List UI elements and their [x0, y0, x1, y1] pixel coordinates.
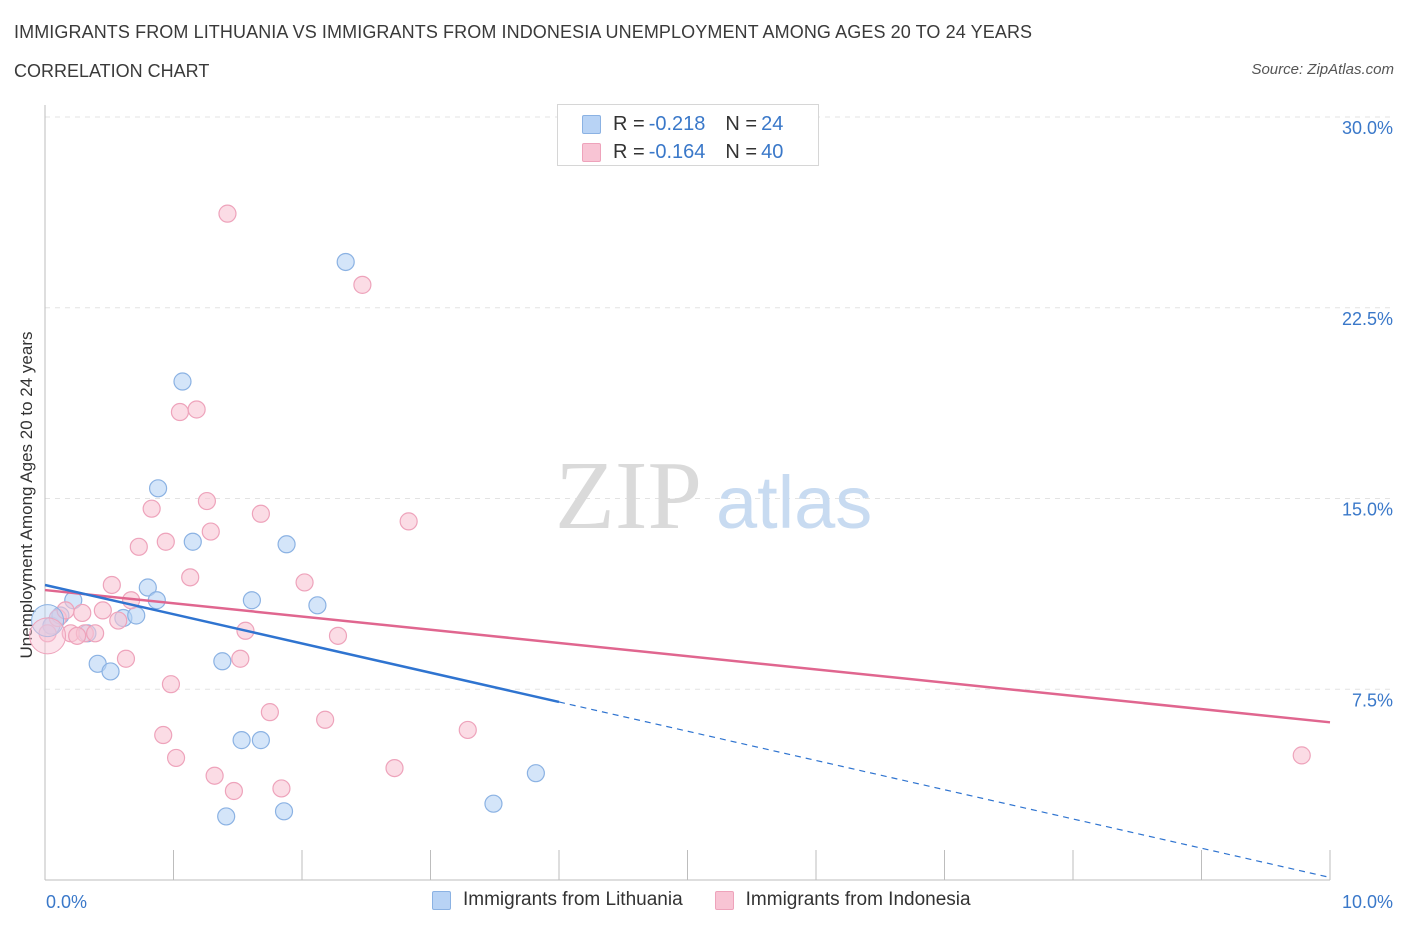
legend-swatch-lithuania	[432, 890, 451, 910]
watermark: ZIP atlas	[555, 442, 872, 550]
lithuania-point	[101, 662, 120, 681]
lithuania-point	[251, 731, 270, 750]
y-tick-label: 15.0%	[1342, 500, 1393, 520]
y-tick-label: 30.0%	[1342, 118, 1393, 138]
stats-row-indonesia: R = -0.164 N = 40	[582, 141, 783, 164]
indonesia-point	[224, 781, 243, 801]
lithuania-point	[274, 802, 294, 821]
indonesia-swatch	[582, 143, 601, 162]
indonesia-point	[156, 532, 175, 551]
indonesia-point	[385, 758, 404, 778]
lithuania-point	[484, 794, 503, 813]
indonesia-point	[102, 575, 121, 595]
indonesia-point	[458, 720, 477, 740]
indonesia-point	[170, 402, 190, 422]
r-label: R =	[613, 141, 645, 163]
legend-label-indonesia: Immigrants from Indonesia	[745, 889, 971, 910]
indonesia-point	[1292, 746, 1311, 765]
indonesia-point	[201, 522, 220, 541]
indonesia-point	[93, 601, 112, 620]
lithuania-point	[148, 479, 168, 498]
chart-legend: Immigrants from Lithuania Immigrants fro…	[432, 889, 1003, 911]
lithuania-point	[173, 372, 192, 391]
x-tick-label-right: 10.0%	[1342, 892, 1393, 912]
lithuania-point	[308, 596, 327, 615]
r-label: R =	[613, 113, 645, 135]
n-label: N =	[725, 141, 758, 163]
lithuania-point-cluster	[31, 604, 65, 638]
indonesia-point	[187, 400, 206, 419]
indonesia-point	[218, 204, 237, 223]
x-tick-label-left: 0.0%	[46, 892, 87, 912]
n-label: N =	[725, 113, 758, 135]
indonesia-point	[251, 504, 270, 523]
stats-row-lithuania: R = -0.218 N = 24	[582, 113, 783, 136]
y-tick-label: 7.5%	[1352, 690, 1393, 710]
lithuania-r-value: -0.218	[648, 113, 706, 135]
legend-item-indonesia[interactable]: Immigrants from Indonesia	[714, 889, 971, 911]
lithuania-point	[217, 807, 236, 826]
indonesia-point	[205, 766, 224, 785]
chart-title: IMMIGRANTS FROM LITHUANIA VS IMMIGRANTS …	[14, 22, 1033, 42]
indonesia-point	[166, 748, 186, 768]
axes	[44, 105, 1331, 881]
indonesia-point	[231, 649, 250, 668]
indonesia-point	[68, 626, 87, 645]
lithuania-point	[526, 764, 545, 783]
indonesia-point	[197, 491, 217, 511]
trend-lines	[44, 583, 1331, 879]
tick-labels: 0.0% 10.0% 7.5% 15.0% 22.5% 30.0%	[46, 118, 1393, 912]
y-tick-label: 22.5%	[1342, 309, 1393, 329]
indonesia-point	[109, 611, 128, 630]
indonesia-point-cluster	[29, 617, 67, 655]
indonesia-point	[129, 537, 148, 556]
legend-swatch-indonesia	[714, 890, 734, 910]
watermark-zip: ZIP	[555, 442, 702, 550]
indonesia-point	[38, 624, 57, 643]
indonesia-point	[73, 603, 92, 623]
indonesia-point	[86, 624, 105, 643]
legend-item-lithuania[interactable]: Immigrants from Lithuania	[432, 889, 683, 911]
lithuania-point	[138, 578, 157, 597]
indonesia-point	[260, 703, 279, 722]
lithuania-point	[183, 532, 202, 551]
watermark-atlas: atlas	[716, 461, 872, 544]
correlation-stats-box: R = -0.218 N = 24 R = -0.164 N = 40	[557, 104, 819, 166]
indonesia-point	[161, 675, 181, 694]
indonesia-point	[295, 573, 314, 592]
lithuania-point	[213, 652, 232, 671]
chart-subtitle: CORRELATION CHART	[14, 61, 210, 81]
indonesia-point	[399, 512, 418, 531]
indonesia-point	[272, 779, 291, 798]
lithuania-point	[277, 535, 296, 554]
legend-label-lithuania: Immigrants from Lithuania	[463, 889, 683, 910]
lithuania-trend-line	[44, 583, 560, 704]
indonesia-point	[316, 710, 335, 729]
indonesia-point	[154, 725, 173, 745]
indonesia-n-value: 40	[761, 141, 784, 163]
source-credit: Source: ZipAtlas.com	[1251, 61, 1394, 78]
lithuania-point	[127, 606, 146, 625]
data-points	[29, 204, 1311, 826]
indonesia-point	[328, 626, 348, 645]
indonesia-trend-line	[44, 588, 1331, 724]
indonesia-point	[142, 499, 161, 518]
indonesia-r-value: -0.164	[648, 141, 706, 163]
lithuania-n-value: 24	[761, 113, 784, 135]
lithuania-point	[242, 591, 261, 610]
indonesia-point	[116, 649, 136, 668]
indonesia-point	[353, 275, 372, 294]
lithuania-swatch	[582, 115, 601, 134]
lithuania-point	[336, 252, 355, 272]
indonesia-point	[181, 568, 200, 587]
lithuania-point	[232, 731, 251, 750]
